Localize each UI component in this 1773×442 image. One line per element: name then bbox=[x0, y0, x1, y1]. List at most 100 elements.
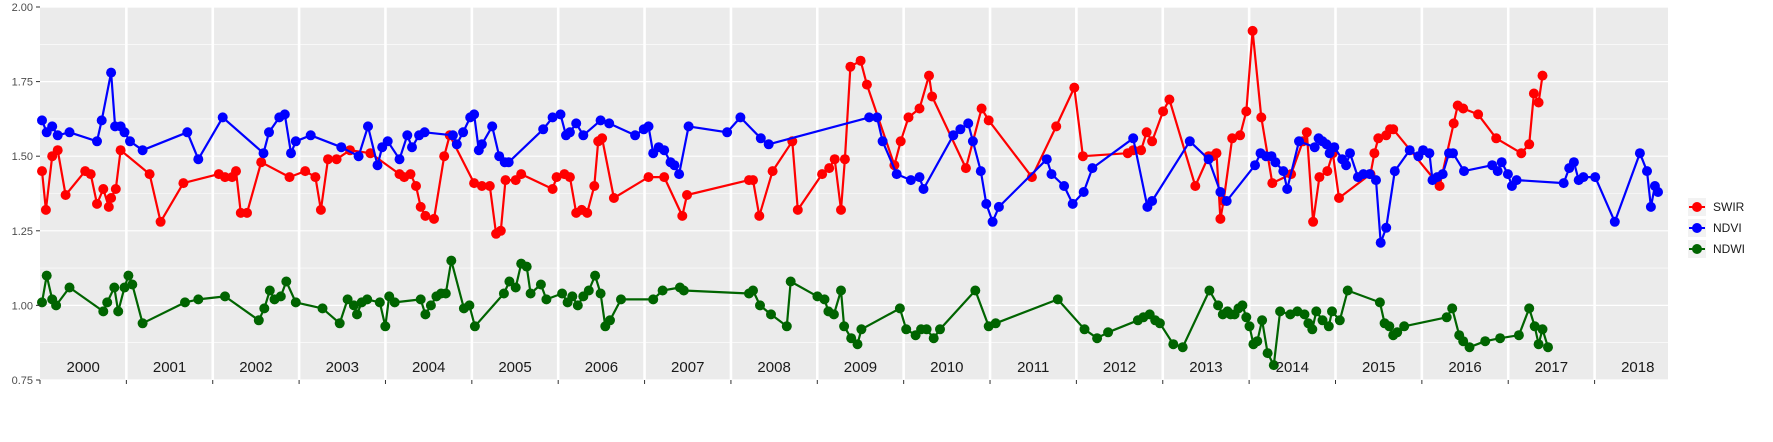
data-point-ndvi bbox=[1653, 187, 1663, 197]
data-point-ndvi bbox=[402, 130, 413, 141]
data-point-ndvi bbox=[877, 136, 888, 147]
legend-item-swir: SWIR bbox=[1688, 198, 1745, 216]
data-point-ndwi bbox=[541, 294, 552, 305]
data-point-swir bbox=[1434, 181, 1445, 191]
data-point-swir bbox=[178, 178, 189, 189]
data-point-swir bbox=[37, 166, 47, 177]
data-point-ndwi bbox=[605, 315, 615, 326]
data-point-swir bbox=[1227, 133, 1238, 144]
data-point-swir bbox=[983, 115, 994, 126]
data-point-ndwi bbox=[1317, 315, 1328, 326]
data-point-swir bbox=[1247, 25, 1258, 36]
data-point-ndwi bbox=[425, 300, 436, 311]
data-point-swir bbox=[748, 175, 758, 186]
data-point-swir bbox=[792, 204, 803, 215]
data-point-swir bbox=[300, 166, 311, 177]
data-point-ndwi bbox=[616, 294, 626, 305]
data-point-ndwi bbox=[362, 294, 373, 305]
data-point-ndwi bbox=[828, 309, 839, 320]
data-point-ndwi bbox=[1213, 300, 1224, 311]
data-point-swir bbox=[1373, 133, 1384, 144]
data-point-ndwi bbox=[748, 285, 758, 296]
data-point-ndvi bbox=[447, 130, 458, 141]
data-point-swir bbox=[1308, 216, 1319, 227]
data-point-ndwi bbox=[567, 291, 578, 302]
data-point-ndvi bbox=[1221, 196, 1232, 206]
data-point-swir bbox=[1473, 109, 1484, 120]
data-point-swir bbox=[110, 184, 121, 194]
data-point-ndvi bbox=[1371, 175, 1381, 186]
data-point-swir bbox=[682, 190, 692, 200]
data-point-ndvi bbox=[722, 127, 733, 138]
data-point-ndvi bbox=[1424, 148, 1435, 159]
data-point-ndvi bbox=[955, 124, 966, 135]
data-point-swir bbox=[220, 172, 230, 183]
data-point-ndwi bbox=[1262, 348, 1273, 359]
data-point-ndwi bbox=[1103, 327, 1114, 338]
data-point-ndvi bbox=[1609, 216, 1620, 227]
data-point-ndvi bbox=[258, 148, 269, 159]
data-point-ndwi bbox=[856, 324, 867, 335]
data-point-ndvi bbox=[643, 121, 654, 132]
year-label: 2010 bbox=[930, 359, 963, 376]
data-point-swir bbox=[1516, 148, 1527, 159]
data-point-ndvi bbox=[1278, 166, 1289, 177]
data-point-ndvi bbox=[555, 109, 566, 120]
data-point-ndvi bbox=[538, 124, 549, 135]
data-point-swir bbox=[839, 154, 850, 165]
data-point-ndvi bbox=[1634, 148, 1645, 159]
data-point-ndvi bbox=[975, 166, 986, 177]
data-point-swir bbox=[659, 172, 670, 183]
data-point-ndwi bbox=[901, 324, 912, 335]
data-point-swir bbox=[1077, 151, 1088, 162]
data-point-ndvi bbox=[993, 201, 1004, 212]
data-point-ndvi bbox=[755, 133, 766, 144]
data-point-swir bbox=[1528, 88, 1539, 99]
series-swir bbox=[37, 25, 1548, 239]
data-point-swir bbox=[476, 181, 487, 191]
data-point-ndwi bbox=[1257, 315, 1268, 326]
data-point-swir bbox=[824, 163, 835, 174]
data-point-ndwi bbox=[51, 300, 62, 311]
data-point-ndvi bbox=[96, 115, 107, 126]
data-point-swir bbox=[829, 154, 840, 165]
data-point-ndwi bbox=[557, 288, 568, 299]
data-point-swir bbox=[914, 103, 925, 114]
y-tick-label: 1.25 bbox=[12, 226, 33, 238]
year-label: 2005 bbox=[498, 359, 531, 376]
data-point-ndwi bbox=[839, 321, 850, 332]
data-point-ndwi bbox=[1237, 300, 1248, 311]
data-point-ndwi bbox=[1244, 321, 1255, 332]
data-point-swir bbox=[1322, 166, 1333, 177]
data-point-ndvi bbox=[578, 130, 589, 141]
data-point-swir bbox=[1537, 70, 1548, 81]
year-label: 2016 bbox=[1448, 359, 1481, 376]
data-point-swir bbox=[895, 136, 906, 147]
legend-label: SWIR bbox=[1713, 200, 1745, 214]
legend-key-point bbox=[1692, 244, 1702, 254]
data-point-swir bbox=[1026, 172, 1037, 183]
data-point-ndwi bbox=[1299, 309, 1310, 320]
data-point-swir bbox=[115, 145, 126, 156]
data-point-swir bbox=[1215, 213, 1226, 224]
year-label: 2017 bbox=[1535, 359, 1568, 376]
data-point-ndwi bbox=[819, 294, 830, 305]
data-point-ndwi bbox=[921, 324, 932, 335]
data-point-ndvi bbox=[305, 130, 316, 141]
data-point-ndvi bbox=[407, 142, 417, 153]
data-point-ndwi bbox=[1399, 321, 1410, 332]
data-point-ndvi bbox=[872, 112, 883, 123]
data-point-swir bbox=[103, 201, 114, 212]
year-label: 2012 bbox=[1103, 359, 1136, 376]
data-point-ndvi bbox=[1184, 136, 1195, 147]
data-point-swir bbox=[1164, 94, 1175, 105]
data-point-ndwi bbox=[498, 288, 509, 299]
data-point-ndwi bbox=[259, 303, 270, 314]
data-point-ndvi bbox=[1345, 148, 1355, 159]
data-point-swir bbox=[1524, 139, 1535, 150]
data-point-ndwi bbox=[1275, 306, 1286, 317]
data-point-ndvi bbox=[182, 127, 193, 138]
data-point-ndvi bbox=[1329, 142, 1340, 153]
data-point-ndwi bbox=[1154, 318, 1165, 329]
data-point-ndwi bbox=[1495, 333, 1506, 344]
